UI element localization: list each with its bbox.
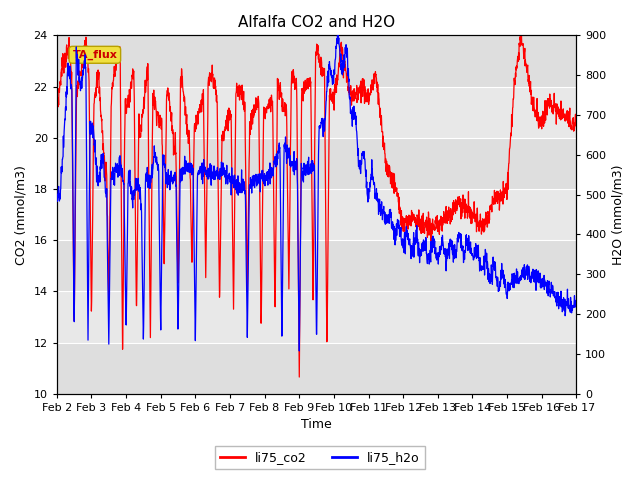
X-axis label: Time: Time (301, 419, 332, 432)
Text: TA_flux: TA_flux (72, 49, 117, 60)
Y-axis label: H2O (mmol/m3): H2O (mmol/m3) (612, 164, 625, 265)
Bar (57, 138, 576, 189)
Title: Alfalfa CO2 and H2O: Alfalfa CO2 and H2O (238, 15, 395, 30)
Y-axis label: CO2 (mmol/m3): CO2 (mmol/m3) (15, 165, 28, 264)
Legend: li75_co2, li75_h2o: li75_co2, li75_h2o (215, 446, 425, 469)
Bar (57, 343, 576, 394)
Bar (57, 240, 576, 291)
Bar (57, 36, 576, 86)
